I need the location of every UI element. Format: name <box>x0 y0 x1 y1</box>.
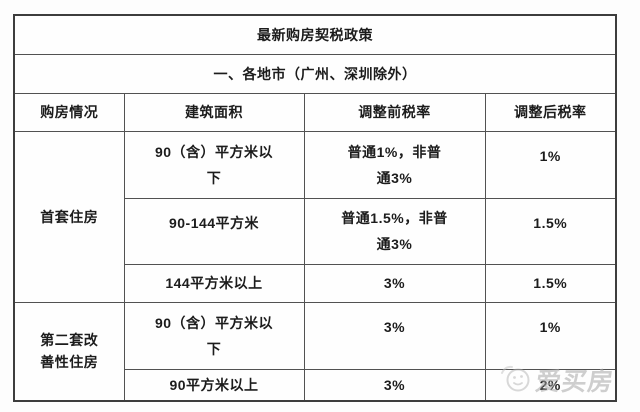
cell-rate-before: 普通1.5%，非普 通3% <box>303 197 486 265</box>
table-row: 90平方米以上 3% 2% <box>14 368 617 402</box>
cell-rate-before: 3% <box>303 301 486 370</box>
cell-area: 90（含）平方米以 下 <box>123 301 305 370</box>
table-row: 90-144平方米 普通1.5%，非普 通3% 1.5% <box>14 197 617 265</box>
cell-area: 144平方米以上 <box>123 263 305 303</box>
cell-rate-after: 2% <box>484 368 617 402</box>
col-header-building-area: 建筑面积 <box>123 92 305 132</box>
cell-rate-after: 1% <box>484 301 617 370</box>
group-label-second-improved-home: 第二套改 善性住房 <box>13 301 125 402</box>
cell-area: 90（含）平方米以 下 <box>123 130 305 199</box>
cell-area: 90-144平方米 <box>123 197 305 265</box>
table-row: 第二套改 善性住房 90（含）平方米以 下 3% 1% <box>13 301 617 402</box>
cell-rate-before: 3% <box>303 368 486 402</box>
col-header-purchase-situation: 购房情况 <box>13 92 125 132</box>
table-title: 最新购房契税政策 <box>13 14 617 55</box>
table-subtitle: 一、各地市（广州、深圳除外） <box>13 53 617 94</box>
cell-area: 90平方米以上 <box>123 368 305 402</box>
cell-rate-after: 1.5% <box>484 263 617 303</box>
cell-rate-after: 1% <box>484 130 617 199</box>
table-row: 首套住房 90（含）平方米以 下 普通1%，非普 通3% 1% <box>13 130 617 303</box>
col-header-rate-after: 调整后税率 <box>484 92 617 132</box>
cell-rate-before: 3% <box>303 263 486 303</box>
cell-rate-before: 普通1%，非普 通3% <box>303 130 486 199</box>
group-label-first-home: 首套住房 <box>13 130 125 303</box>
deed-tax-policy-table: 最新购房契税政策 一、各地市（广州、深圳除外） 购房情况 建筑面积 调整前税率 … <box>13 14 617 402</box>
table-row: 144平方米以上 3% 1.5% <box>14 263 617 303</box>
col-header-rate-before: 调整前税率 <box>303 92 486 132</box>
cell-rate-after: 1.5% <box>484 197 617 265</box>
